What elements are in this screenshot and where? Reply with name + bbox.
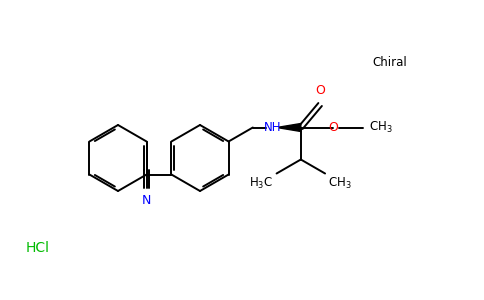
- Text: CH$_3$: CH$_3$: [328, 176, 352, 190]
- Text: H$_3$C: H$_3$C: [249, 176, 273, 190]
- Polygon shape: [280, 124, 301, 131]
- Text: NH: NH: [264, 121, 282, 134]
- Text: HCl: HCl: [26, 241, 50, 255]
- Text: CH$_3$: CH$_3$: [369, 120, 393, 135]
- Text: Chiral: Chiral: [373, 56, 408, 68]
- Text: N: N: [142, 194, 151, 208]
- Text: O: O: [315, 83, 325, 97]
- Text: O: O: [328, 121, 338, 134]
